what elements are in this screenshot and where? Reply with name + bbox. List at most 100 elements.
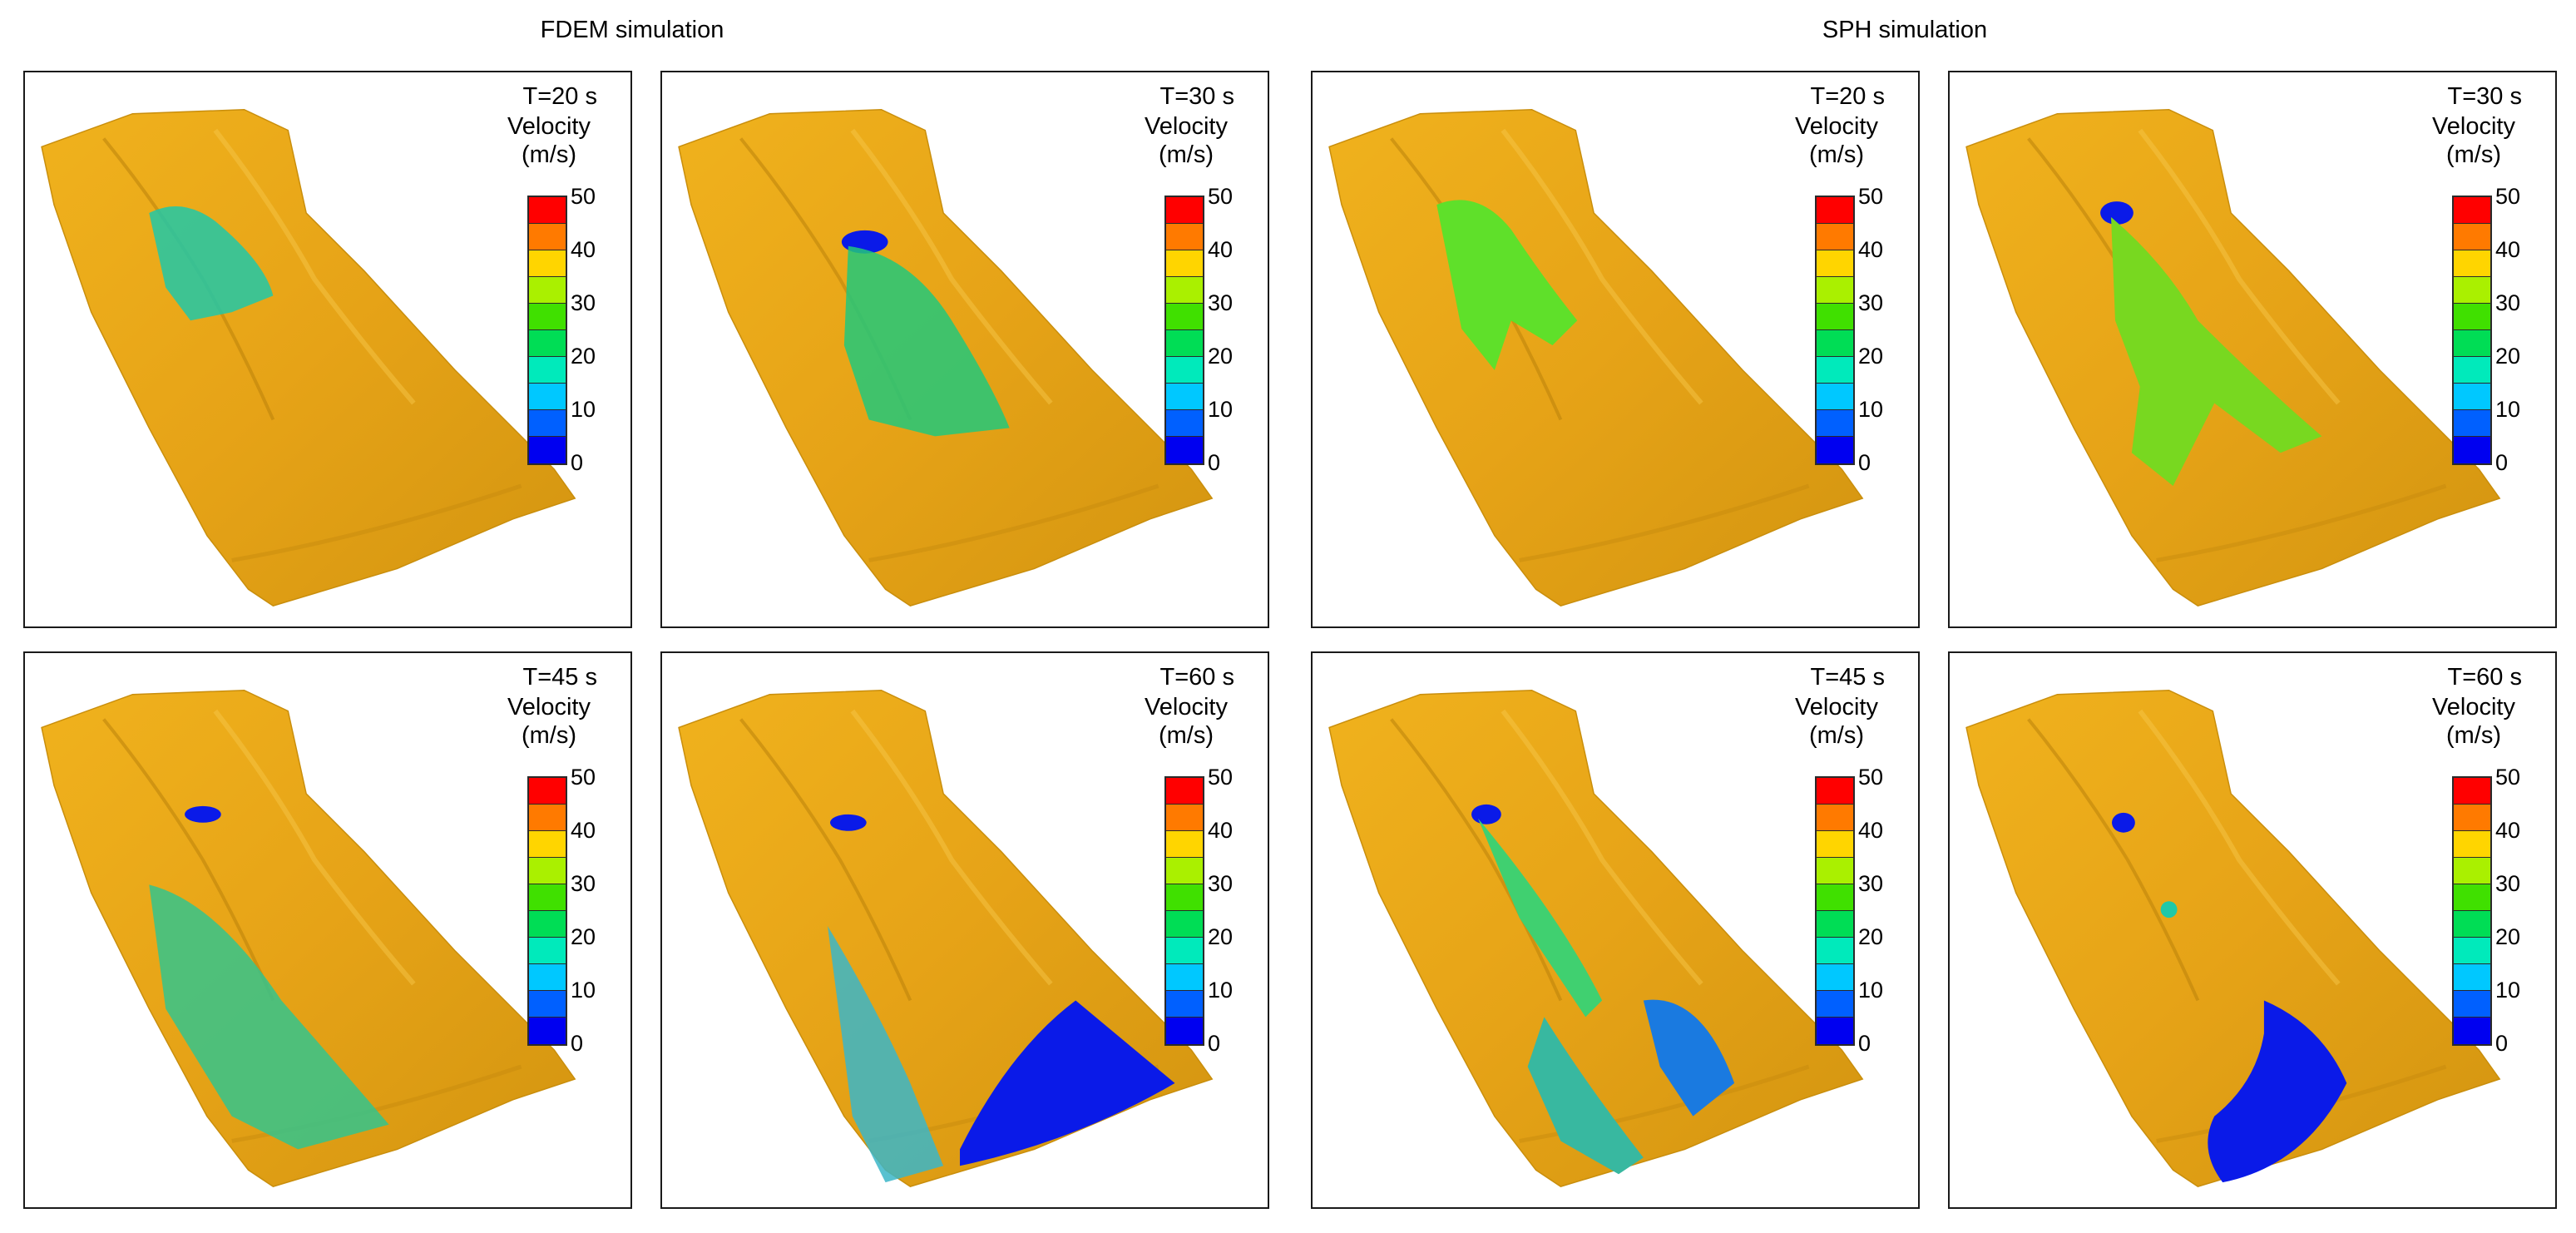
colorbar-segment xyxy=(1817,437,1853,463)
time-label: T=30 s xyxy=(2447,83,2522,110)
time-label: T=45 s xyxy=(1810,664,1885,691)
simulation-panel: T=30 s Velocity (m/s) 50 40 30 20 10 0 xyxy=(660,71,1269,628)
colorbar-segment xyxy=(2454,938,2490,964)
colorbar-segment xyxy=(1166,304,1203,330)
velocity-label: Velocity (m/s) xyxy=(1762,112,1911,169)
colorbar-segment xyxy=(529,884,566,911)
debris-front xyxy=(1471,804,1501,824)
time-label: T=60 s xyxy=(1159,664,1234,691)
velocity-unit: (m/s) xyxy=(1158,722,1214,749)
colorbar-segment xyxy=(2454,858,2490,884)
colorbar-tick-label: 50 xyxy=(1858,184,1884,209)
velocity-unit: (m/s) xyxy=(521,722,577,749)
colorbar-tick-label: 40 xyxy=(2495,237,2521,262)
colorbar-segment xyxy=(1166,964,1203,991)
time-label: T=30 s xyxy=(1159,83,1234,110)
terrain-ridge xyxy=(2138,128,2341,405)
terrain-scene xyxy=(678,108,1214,607)
colorbar-segment xyxy=(1166,805,1203,831)
sph-title: SPH simulation xyxy=(1822,17,1988,43)
simulation-panel: T=45 s Velocity (m/s) 50 40 30 20 10 0 xyxy=(1311,651,1920,1209)
colorbar-segment xyxy=(1166,384,1203,410)
terrain-ridge xyxy=(850,128,1053,405)
colorbar-segment xyxy=(529,330,566,357)
colorbar-tick-label: 0 xyxy=(1208,450,1221,475)
velocity-colorbar xyxy=(2452,196,2492,465)
colorbar-segment xyxy=(1817,277,1853,304)
colorbar-segment xyxy=(2454,437,2490,463)
simulation-panel: T=20 s Velocity (m/s) 50 40 30 20 10 0 xyxy=(23,71,632,628)
colorbar-tick-label: 0 xyxy=(1858,1031,1871,1056)
colorbar-segment xyxy=(2454,991,2490,1018)
colorbar-segment xyxy=(529,831,566,858)
colorbar-segment xyxy=(2454,778,2490,805)
colorbar-segment xyxy=(2454,197,2490,224)
colorbar-tick-label: 0 xyxy=(1208,1031,1221,1056)
colorbar-segment xyxy=(1166,437,1203,463)
colorbar-segment xyxy=(1166,991,1203,1018)
fdem-title: FDEM simulation xyxy=(540,17,724,43)
debris-flow xyxy=(1436,200,1578,370)
terrain-ridge xyxy=(213,128,416,405)
debris-flow xyxy=(149,884,389,1150)
velocity-label: Velocity (m/s) xyxy=(474,112,624,169)
colorbar-segment xyxy=(529,911,566,938)
colorbar-segment xyxy=(1817,991,1853,1018)
colorbar-tick-label: 0 xyxy=(571,1031,584,1056)
colorbar-tick-label: 10 xyxy=(1208,978,1234,1003)
simulation-panel: T=20 s Velocity (m/s) 50 40 30 20 10 0 xyxy=(1311,71,1920,628)
colorbar-segment xyxy=(529,938,566,964)
colorbar-tick-label: 50 xyxy=(2495,765,2521,790)
terrain-ridge xyxy=(739,718,912,1002)
colorbar-segment xyxy=(1817,250,1853,277)
colorbar-segment xyxy=(529,357,566,384)
colorbar-segment xyxy=(1166,831,1203,858)
colorbar-segment xyxy=(2454,384,2490,410)
colorbar-tick-label: 40 xyxy=(571,237,596,262)
velocity-label: Velocity (m/s) xyxy=(1111,693,1261,750)
velocity-title: Velocity xyxy=(1795,113,1878,140)
colorbar-tick-label: 40 xyxy=(1208,818,1234,843)
colorbar-segment xyxy=(529,410,566,437)
debris-deposit xyxy=(960,1000,1175,1166)
velocity-unit: (m/s) xyxy=(2445,141,2502,168)
colorbar-segment xyxy=(1817,831,1853,858)
colorbar-segment xyxy=(1817,224,1853,250)
velocity-title: Velocity xyxy=(507,113,591,140)
velocity-unit: (m/s) xyxy=(1808,141,1865,168)
colorbar-segment xyxy=(2454,1018,2490,1044)
colorbar-segment xyxy=(1166,197,1203,224)
colorbar-segment xyxy=(529,858,566,884)
colorbar-tick-label: 40 xyxy=(1858,237,1884,262)
terrain-ridge xyxy=(213,709,416,986)
colorbar-segment xyxy=(1166,357,1203,384)
debris-flow xyxy=(1477,818,1603,1018)
terrain-surface xyxy=(41,108,576,607)
colorbar-tick-label: 0 xyxy=(2495,1031,2509,1056)
colorbar-segment xyxy=(1817,197,1853,224)
terrain-scene xyxy=(41,689,576,1187)
colorbar-tick-label: 20 xyxy=(1208,924,1234,949)
colorbar-segment xyxy=(1817,964,1853,991)
colorbar-segment xyxy=(529,1018,566,1044)
colorbar-tick-label: 30 xyxy=(2495,871,2521,896)
colorbar-segment xyxy=(1166,911,1203,938)
colorbar-segment xyxy=(2454,304,2490,330)
colorbar-tick-label: 0 xyxy=(2495,450,2509,475)
velocity-label: Velocity (m/s) xyxy=(2399,112,2549,169)
terrain-scene xyxy=(1965,108,2501,607)
terrain-scene xyxy=(1965,689,2501,1187)
debris-patch xyxy=(2160,901,2178,919)
colorbar-segment xyxy=(529,197,566,224)
terrain-ridge xyxy=(1390,718,1563,1002)
velocity-colorbar xyxy=(2452,776,2492,1046)
velocity-unit: (m/s) xyxy=(1808,722,1865,749)
colorbar-segment xyxy=(1166,410,1203,437)
velocity-label: Velocity (m/s) xyxy=(1762,693,1911,750)
colorbar-segment xyxy=(1817,384,1853,410)
colorbar-tick-label: 30 xyxy=(571,290,596,315)
terrain-ridge xyxy=(1519,483,1810,562)
velocity-title: Velocity xyxy=(2432,694,2515,720)
velocity-colorbar xyxy=(1815,196,1855,465)
simulation-panel: T=30 s Velocity (m/s) 50 40 30 20 10 0 xyxy=(1948,71,2557,628)
